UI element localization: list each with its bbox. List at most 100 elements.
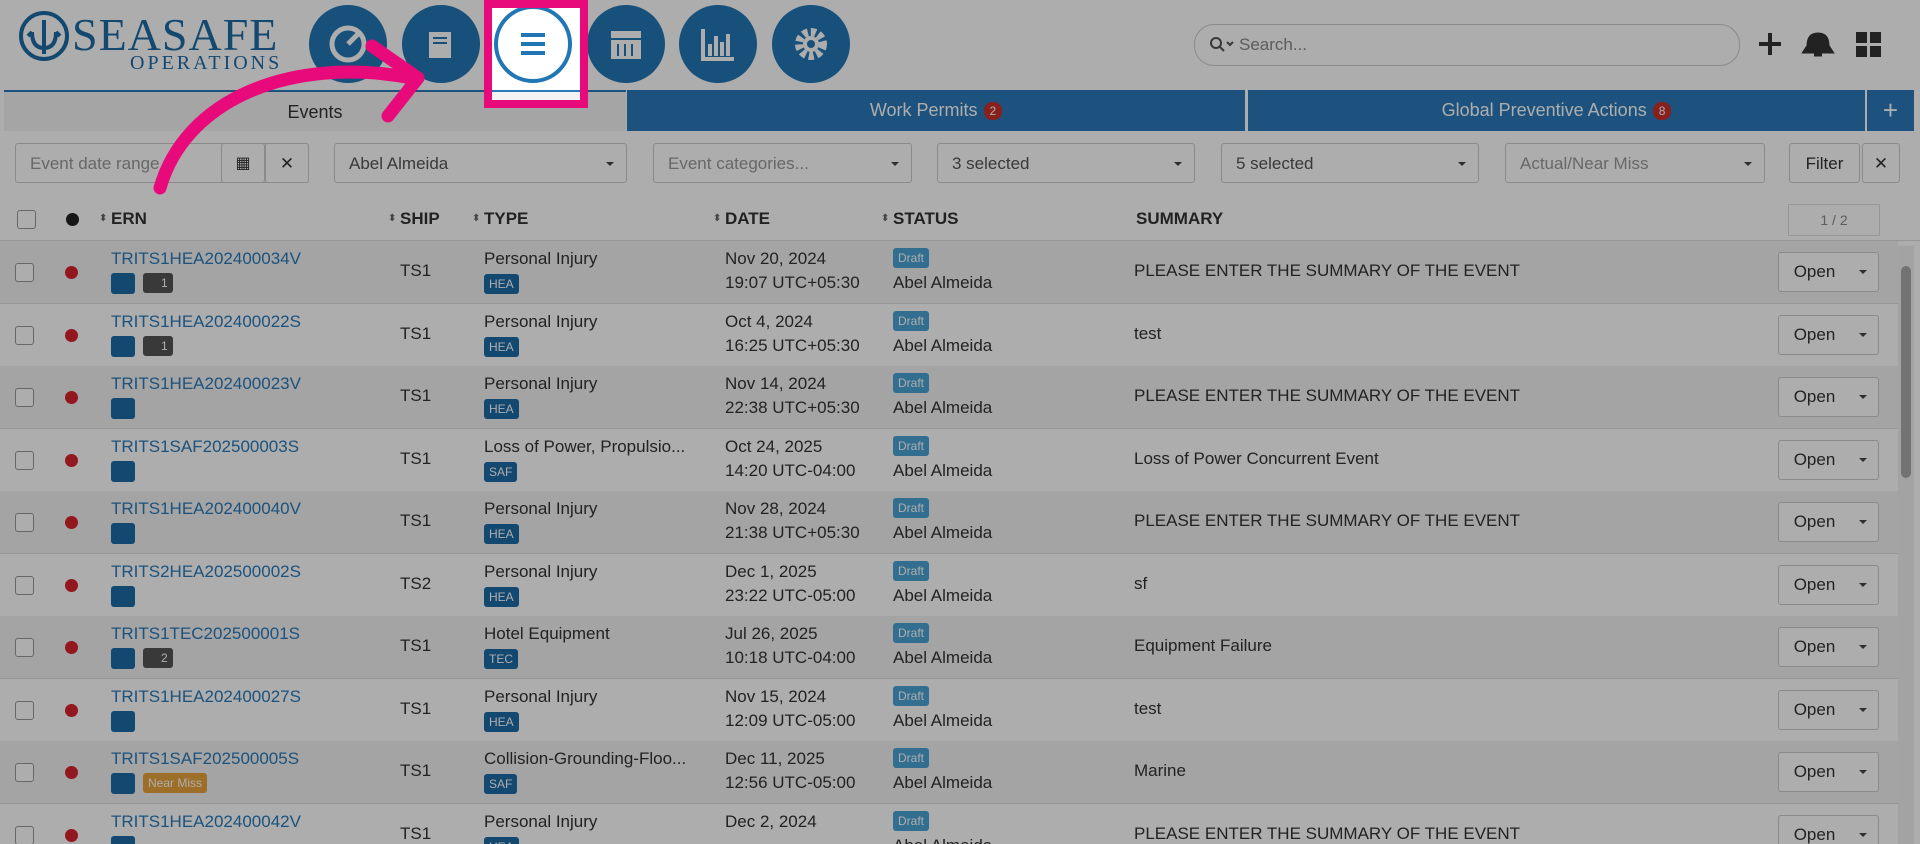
open-menu[interactable] <box>1849 689 1879 730</box>
row-checkbox[interactable] <box>15 575 34 595</box>
open-button[interactable]: Open <box>1778 627 1851 667</box>
open-button[interactable]: Open <box>1778 377 1851 417</box>
select-all[interactable] <box>17 210 36 229</box>
table-row[interactable]: TRITS1HEA202400040V TS1 Personal Injury HEA… <box>0 491 1898 554</box>
column-header[interactable]: TYPE <box>484 209 529 228</box>
column-header[interactable]: ERN <box>111 209 147 228</box>
reporter-icon <box>111 335 135 357</box>
ern-link[interactable]: TRITS1HEA202400034V <box>111 249 301 268</box>
scroll-thumb[interactable] <box>1901 266 1911 478</box>
table-row[interactable]: TRITS1HEA202400022S 1 TS1 Personal Injury HE… <box>0 304 1898 367</box>
row-checkbox[interactable] <box>15 263 34 282</box>
column-header[interactable]: STATUS <box>893 209 959 228</box>
ern-link[interactable]: TRITS1HEA202400027S <box>111 686 301 706</box>
open-button[interactable]: Open <box>1778 689 1851 730</box>
column-header[interactable]: DATE <box>725 209 771 228</box>
row-checkbox[interactable] <box>15 325 34 345</box>
tab-add[interactable]: + <box>1867 90 1914 131</box>
open-menu[interactable] <box>1849 377 1879 417</box>
column-header[interactable]: SHIP <box>400 209 440 228</box>
filter-dropdown[interactable]: 3 selected <box>937 143 1195 183</box>
table-row[interactable]: TRITS1TEC202500001S 2 TS1 Hotel Equipment TE… <box>0 616 1898 679</box>
open-button[interactable]: Open <box>1778 752 1851 792</box>
pagination[interactable]: 1 / 2 <box>1788 204 1880 236</box>
open-menu[interactable] <box>1849 564 1879 605</box>
sort-icon[interactable]: ⬍ <box>472 213 481 224</box>
open-menu[interactable] <box>1849 502 1879 542</box>
filter-dropdown[interactable]: Actual/Near Miss <box>1505 143 1765 183</box>
sort-icon[interactable]: ⬍ <box>388 213 397 224</box>
tab-preventive-actions[interactable]: Global Preventive Actions 8 <box>1248 90 1865 131</box>
priority-header <box>66 213 79 226</box>
sort-icon[interactable]: ⬍ <box>713 213 722 224</box>
ern-link[interactable]: TRITS1HEA202400040V <box>111 499 301 518</box>
row-checkbox[interactable] <box>15 763 34 782</box>
priority-dot <box>65 578 78 592</box>
sort-icon[interactable]: ⬍ <box>99 213 108 224</box>
row-checkbox[interactable] <box>15 825 34 844</box>
event-date: Nov 14, 2024 <box>725 374 827 393</box>
open-button[interactable]: Open <box>1778 252 1851 292</box>
filter-button[interactable]: Filter <box>1789 143 1860 183</box>
nav-list[interactable] <box>494 5 572 83</box>
event-time: 21:38 UTC+05:30 <box>725 523 860 542</box>
tab-work-permits[interactable]: Work Permits 2 <box>627 90 1245 131</box>
ern-link[interactable]: TRITS2HEA202500002S <box>111 561 301 581</box>
ern-link[interactable]: TRITS1TEC202500001S <box>111 624 300 643</box>
row-checkbox[interactable] <box>15 513 34 532</box>
table-row[interactable]: TRITS1HEA202400023V TS1 Personal Injury HEA… <box>0 366 1898 429</box>
scrollbar[interactable] <box>1898 246 1914 844</box>
table-row[interactable]: TRITS1SAF202500003S TS1 Loss of Power, Pro… <box>0 429 1898 492</box>
clear-filter[interactable]: ✕ <box>1862 143 1900 183</box>
open-button[interactable]: Open <box>1778 314 1851 355</box>
table-row[interactable]: TRITS1HEA202400034V 1 TS1 Personal Injury HE… <box>0 241 1898 304</box>
event-date: Dec 2, 2024 <box>725 811 817 831</box>
row-checkbox[interactable] <box>15 700 34 720</box>
search-box[interactable]: Search... <box>1194 24 1740 66</box>
row-checkbox[interactable] <box>15 388 34 407</box>
open-menu[interactable] <box>1849 314 1879 355</box>
table-row[interactable]: TRITS1HEA202400027S TS1 Personal Injury HEA… <box>0 679 1898 742</box>
nav-settings[interactable] <box>772 5 850 83</box>
open-button[interactable]: Open <box>1778 814 1851 844</box>
priority-dot <box>65 453 78 467</box>
ern-link[interactable]: TRITS1HEA202400023V <box>111 374 301 393</box>
open-button[interactable]: Open <box>1778 502 1851 542</box>
ern-link[interactable]: TRITS1SAF202500003S <box>111 436 300 456</box>
open-menu[interactable] <box>1849 439 1879 480</box>
open-button[interactable]: Open <box>1778 439 1851 480</box>
open-menu[interactable] <box>1849 814 1879 844</box>
filter-dropdown[interactable]: 5 selected <box>1221 143 1479 183</box>
date-picker[interactable]: ▦ <box>221 143 265 183</box>
open-menu[interactable] <box>1849 752 1879 792</box>
open-menu[interactable] <box>1849 252 1879 292</box>
event-type: Personal Injury <box>484 374 598 393</box>
nav-calendar[interactable] <box>587 5 665 83</box>
owner: Abel Almeida <box>893 836 992 844</box>
nav-reports[interactable] <box>679 5 757 83</box>
reporter-icon <box>111 460 135 482</box>
header-actions[interactable] <box>1758 30 1908 60</box>
tab-events[interactable]: Events <box>4 90 626 131</box>
sort-icon[interactable]: ⬍ <box>881 213 890 224</box>
table-row[interactable]: TRITS2HEA202500002S TS2 Personal Injury HEA… <box>0 554 1898 617</box>
ship: TS2 <box>400 573 432 593</box>
filter-dropdown[interactable]: Event categories... <box>653 143 912 183</box>
clear-date[interactable]: ✕ <box>265 143 309 183</box>
ern-link[interactable]: TRITS1SAF202500005S <box>111 749 300 768</box>
filter-dropdown[interactable]: Abel Almeida <box>334 143 627 183</box>
open-menu[interactable] <box>1849 627 1879 667</box>
type-tag: HEA <box>484 399 519 419</box>
priority-dot <box>65 516 78 529</box>
event-type: Personal Injury <box>484 249 598 268</box>
ern-link[interactable]: TRITS1HEA202400022S <box>111 311 301 331</box>
table-row[interactable]: TRITS1SAF202500005S Near Miss TS1 Collision… <box>0 741 1898 804</box>
table-row[interactable]: TRITS1HEA202400042V TS1 Personal Injury HEA… <box>0 804 1898 844</box>
open-button[interactable]: Open <box>1778 564 1851 605</box>
ship: TS1 <box>400 761 432 780</box>
row-checkbox[interactable] <box>15 638 34 657</box>
event-time: 12:09 UTC-05:00 <box>725 710 856 730</box>
ern-link[interactable]: TRITS1HEA202400042V <box>111 811 301 831</box>
reporter-icon <box>111 648 135 669</box>
row-checkbox[interactable] <box>15 450 34 470</box>
